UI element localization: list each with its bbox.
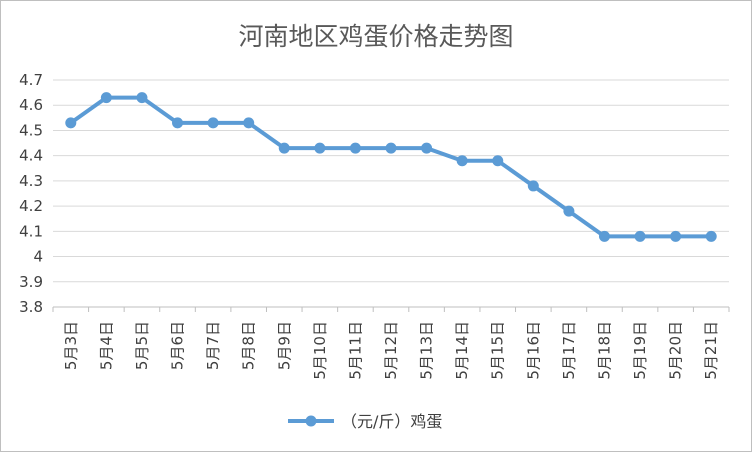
data-point [136,92,148,104]
data-point [278,142,290,154]
x-tick-label: 5月11日 [346,321,364,380]
x-tick-label: 5月5日 [133,321,151,370]
data-point [421,142,433,154]
data-point [207,117,219,129]
x-tick-label: 5月4日 [97,321,115,370]
series-line [69,95,712,239]
data-point [243,117,255,129]
data-point [385,142,397,154]
chart-title: 河南地区鸡蛋价格走势图 [238,22,513,51]
x-tick-label: 5月19日 [631,321,649,380]
x-tick-label: 5月3日 [62,321,80,370]
x-tick-label: 5月18日 [595,321,613,380]
data-point [670,230,682,242]
x-tick-label: 5月20日 [667,321,685,380]
data-point [634,230,646,242]
legend-label: （元/斤）鸡蛋 [341,412,442,431]
y-tick-label: 4.3 [19,172,43,190]
y-axis-ticks: 3.8 3.9 4 4.1 4.2 4.3 4.4 4.5 4.6 4.7 [19,71,43,316]
x-tick-label: 5月13日 [418,321,436,380]
x-tick-label: 5月10日 [311,321,329,380]
y-tick-label: 4.7 [19,71,43,89]
x-tick-label: 5月15日 [489,321,507,380]
y-tick-label: 4.1 [19,222,43,240]
x-tick-label: 5月16日 [524,321,542,380]
x-tick-label: 5月8日 [240,321,258,370]
data-point [314,142,326,154]
y-tick-label: 4.4 [19,147,43,165]
x-tick-label: 5月12日 [382,321,400,380]
data-point [527,180,539,192]
legend: （元/斤）鸡蛋 [288,412,442,431]
x-tick-label: 5月14日 [453,321,471,380]
x-tick-label: 5月21日 [702,321,720,380]
y-tick-label: 4.5 [19,121,43,139]
series-layer [65,92,717,242]
y-tick-label: 4 [33,248,43,266]
y-tick-label: 4.2 [19,197,43,215]
x-tick-label: 5月7日 [204,321,222,370]
x-tick-label: 5月17日 [560,321,578,380]
x-axis-ticks: 5月3日 5月4日 5月5日 5月6日 5月7日 5月8日 5月9日 5月10日 5月11日 5月… [62,321,720,380]
data-point [492,155,504,167]
x-tick-label: 5月6日 [169,321,187,370]
data-point [172,117,184,129]
data-point [563,205,575,217]
data-point [598,230,610,242]
y-tick-label: 3.9 [19,273,43,291]
gridlines [52,79,730,312]
data-point [100,92,112,104]
y-tick-label: 4.6 [19,96,43,114]
data-point [65,117,77,129]
legend-swatch-marker [305,415,317,427]
x-tick-label: 5月9日 [275,321,293,370]
data-point [456,155,468,167]
y-tick-label: 3.8 [19,298,43,316]
data-point [705,230,717,242]
data-point [349,142,361,154]
